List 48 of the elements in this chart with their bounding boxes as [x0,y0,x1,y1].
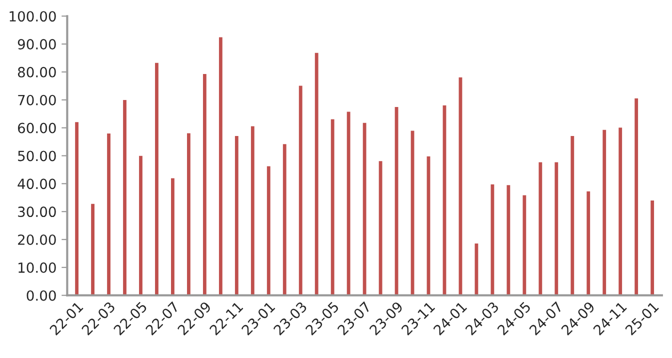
bar [154,61,160,296]
bar [601,128,608,296]
y-tick-label: 40.00 [18,178,56,190]
bar [457,76,464,296]
y-tick-label: 20.00 [18,234,56,245]
bar [282,142,288,296]
bar [202,72,208,296]
bar [553,160,560,296]
bar [298,84,304,296]
bar [585,190,592,296]
bar [345,110,352,296]
bar [569,134,576,296]
y-tick-label: 10.00 [18,262,56,273]
bar [649,199,656,296]
y-tick-label: 70.00 [18,94,56,106]
bar [537,160,544,296]
bar [106,132,112,296]
bar [361,122,368,296]
bar [473,242,480,296]
bar [393,106,400,296]
bar [138,154,144,296]
y-tick-label: 50.00 [18,150,56,162]
bar [218,36,224,296]
y-tick-label: 100.00 [10,11,56,22]
bar [377,160,384,296]
bar [505,184,512,296]
y-tick-label: 80.00 [18,66,56,78]
bar [617,126,624,296]
bar [234,134,240,296]
bar [521,194,528,296]
bar [250,124,256,296]
bar [633,96,640,296]
bar [329,118,336,296]
bar [90,202,96,296]
bar [266,164,272,296]
bar [122,98,128,296]
bar [425,155,432,296]
bar [74,120,80,296]
bar [314,51,320,296]
bar [186,132,192,296]
y-tick-label: 0.00 [26,290,56,301]
y-tick-label: 90.00 [18,39,56,50]
bar [489,182,496,296]
y-tick-label: 60.00 [18,122,56,134]
bar [441,104,448,296]
bar [409,129,416,296]
bar [170,176,176,296]
y-tick-label: 30.00 [18,206,56,218]
